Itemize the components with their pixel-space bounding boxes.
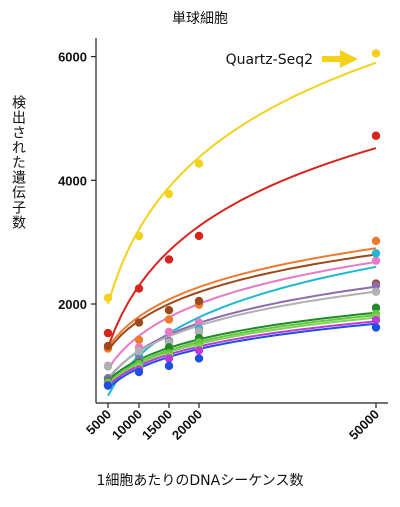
x-tick-label: 10000 bbox=[109, 407, 145, 443]
fit-line-7 bbox=[107, 290, 377, 379]
annotation-arrow-icon bbox=[322, 50, 358, 68]
data-point-12-4 bbox=[371, 323, 381, 332]
x-tick-label: 15000 bbox=[139, 407, 175, 443]
fit-line-1 bbox=[107, 147, 377, 348]
data-point-12-1 bbox=[134, 367, 144, 377]
fit-line-9 bbox=[107, 314, 377, 384]
y-tick-label: 4000 bbox=[58, 173, 87, 188]
data-point-2-1 bbox=[134, 335, 144, 345]
fit-line-2 bbox=[107, 247, 377, 348]
data-point-4-2 bbox=[164, 327, 174, 337]
data-point-7-0 bbox=[103, 362, 113, 371]
annotation-label: Quartz-Seq2 bbox=[226, 52, 313, 68]
data-point-11-3 bbox=[194, 346, 204, 355]
fit-line-4 bbox=[107, 260, 377, 370]
fit-line-8 bbox=[107, 311, 377, 382]
x-tick-label: 50000 bbox=[346, 407, 382, 443]
data-point-8-2 bbox=[164, 343, 174, 352]
data-point-7-1 bbox=[134, 346, 144, 356]
data-point-1-0 bbox=[103, 328, 113, 338]
fit-line-3 bbox=[107, 253, 377, 352]
data-point-1-4 bbox=[371, 131, 381, 140]
data-point-0-1 bbox=[134, 231, 144, 241]
chart-title: 単球細胞 bbox=[172, 11, 228, 27]
data-point-3-3 bbox=[194, 296, 204, 306]
fit-line-11 bbox=[107, 320, 377, 387]
x-axis-label: 1細胞あたりのDNAシーケンス数 bbox=[96, 473, 304, 489]
fit-line-12 bbox=[107, 322, 377, 389]
data-point-2-4 bbox=[371, 236, 381, 246]
data-point-5-4 bbox=[371, 249, 381, 258]
data-point-4-4 bbox=[371, 256, 381, 265]
data-point-7-3 bbox=[194, 327, 204, 336]
data-point-3-0 bbox=[103, 341, 113, 351]
data-point-1-3 bbox=[194, 231, 204, 241]
data-point-7-4 bbox=[371, 287, 381, 296]
data-point-8-4 bbox=[371, 303, 381, 312]
data-point-2-2 bbox=[164, 315, 174, 324]
data-point-12-3 bbox=[194, 354, 204, 363]
data-point-1-2 bbox=[164, 255, 174, 264]
y-tick-label: 2000 bbox=[58, 297, 87, 312]
data-point-0-4 bbox=[371, 49, 381, 58]
data-point-0-0 bbox=[103, 293, 113, 303]
data-point-1-1 bbox=[134, 284, 144, 293]
y-axis-label: 検出された遺伝子数 bbox=[10, 95, 26, 230]
data-point-0-2 bbox=[164, 189, 174, 199]
y-tick-label: 6000 bbox=[58, 50, 87, 65]
data-point-3-2 bbox=[164, 306, 174, 315]
data-point-12-0 bbox=[103, 381, 113, 390]
data-point-11-4 bbox=[371, 315, 381, 325]
data-point-4-3 bbox=[194, 318, 204, 327]
data-point-3-1 bbox=[134, 318, 144, 327]
data-point-11-2 bbox=[164, 354, 174, 363]
data-point-0-3 bbox=[194, 159, 204, 168]
data-point-12-2 bbox=[164, 361, 174, 371]
fit-line-0 bbox=[107, 61, 377, 305]
fit-line-10 bbox=[107, 316, 377, 386]
fit-line-6 bbox=[107, 285, 377, 381]
x-tick-label: 20000 bbox=[169, 407, 205, 443]
data-point-6-4 bbox=[371, 281, 381, 290]
